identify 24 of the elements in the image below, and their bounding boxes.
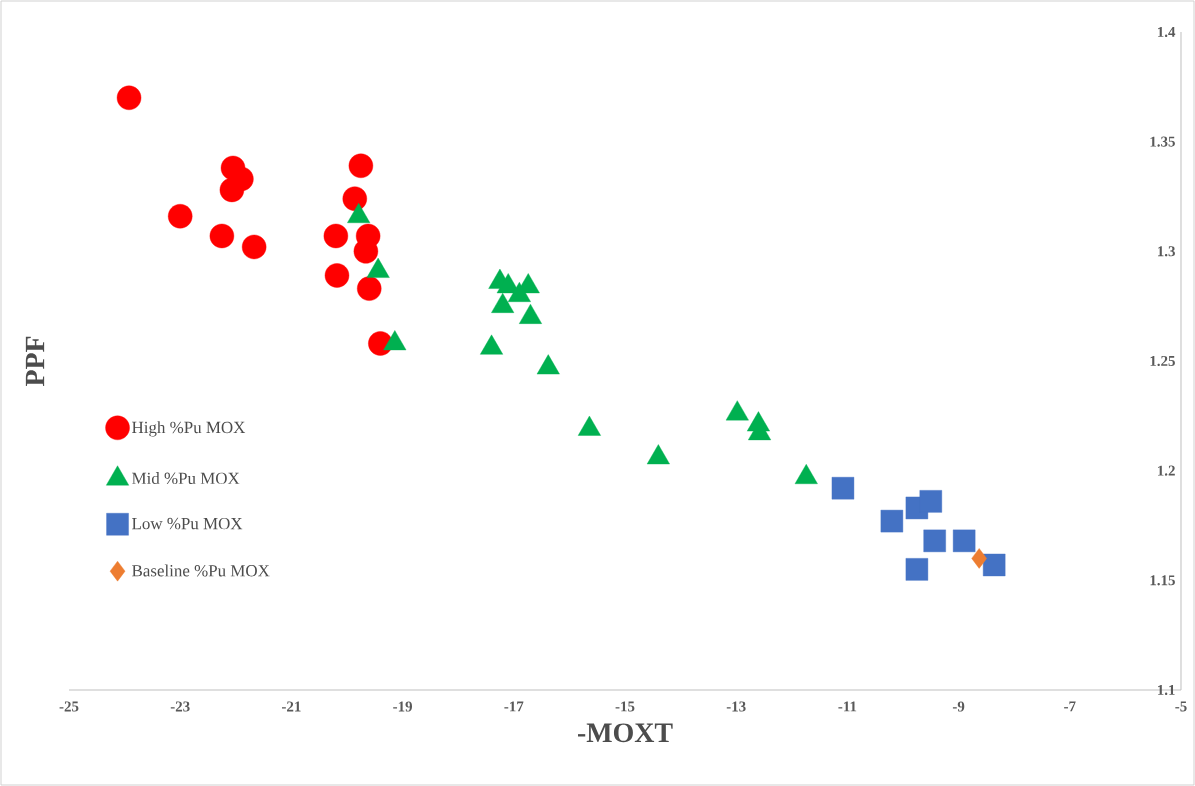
- y-tick-label: 1.2: [1158, 465, 1175, 476]
- x-tick-label: -11: [838, 701, 857, 712]
- x-axis-title: -MOXT: [577, 723, 673, 743]
- y-axis-title: PPF: [25, 336, 45, 387]
- x-tick-label: -21: [281, 701, 301, 712]
- y-tick-label: 1.35: [1150, 136, 1175, 147]
- y-tick-label: 1.3: [1158, 246, 1175, 257]
- x-tick-label: -9: [952, 701, 965, 712]
- x-tick-label: -15: [615, 701, 635, 712]
- legend-label: Mid %Pu MOX: [132, 472, 240, 485]
- x-tick-label: -25: [59, 701, 79, 712]
- x-tick-label: -7: [1064, 701, 1076, 712]
- y-tick-label: 1.1: [1158, 684, 1175, 696]
- y-tick-label: 1.25: [1150, 355, 1175, 367]
- y-tick-label: 1.4: [1158, 26, 1176, 38]
- x-tick-label: -17: [504, 701, 524, 712]
- x-tick-label: -13: [726, 701, 746, 712]
- y-tick-label: 1.15: [1150, 575, 1175, 586]
- legend-label: Baseline %Pu MOX: [132, 564, 270, 577]
- legend-label: Low %Pu MOX: [132, 517, 243, 530]
- legend-label: High %Pu MOX: [132, 421, 246, 437]
- x-tick-label: -23: [170, 701, 190, 712]
- x-tick-label: -19: [393, 701, 413, 712]
- x-tick-label: -5: [1175, 701, 1187, 712]
